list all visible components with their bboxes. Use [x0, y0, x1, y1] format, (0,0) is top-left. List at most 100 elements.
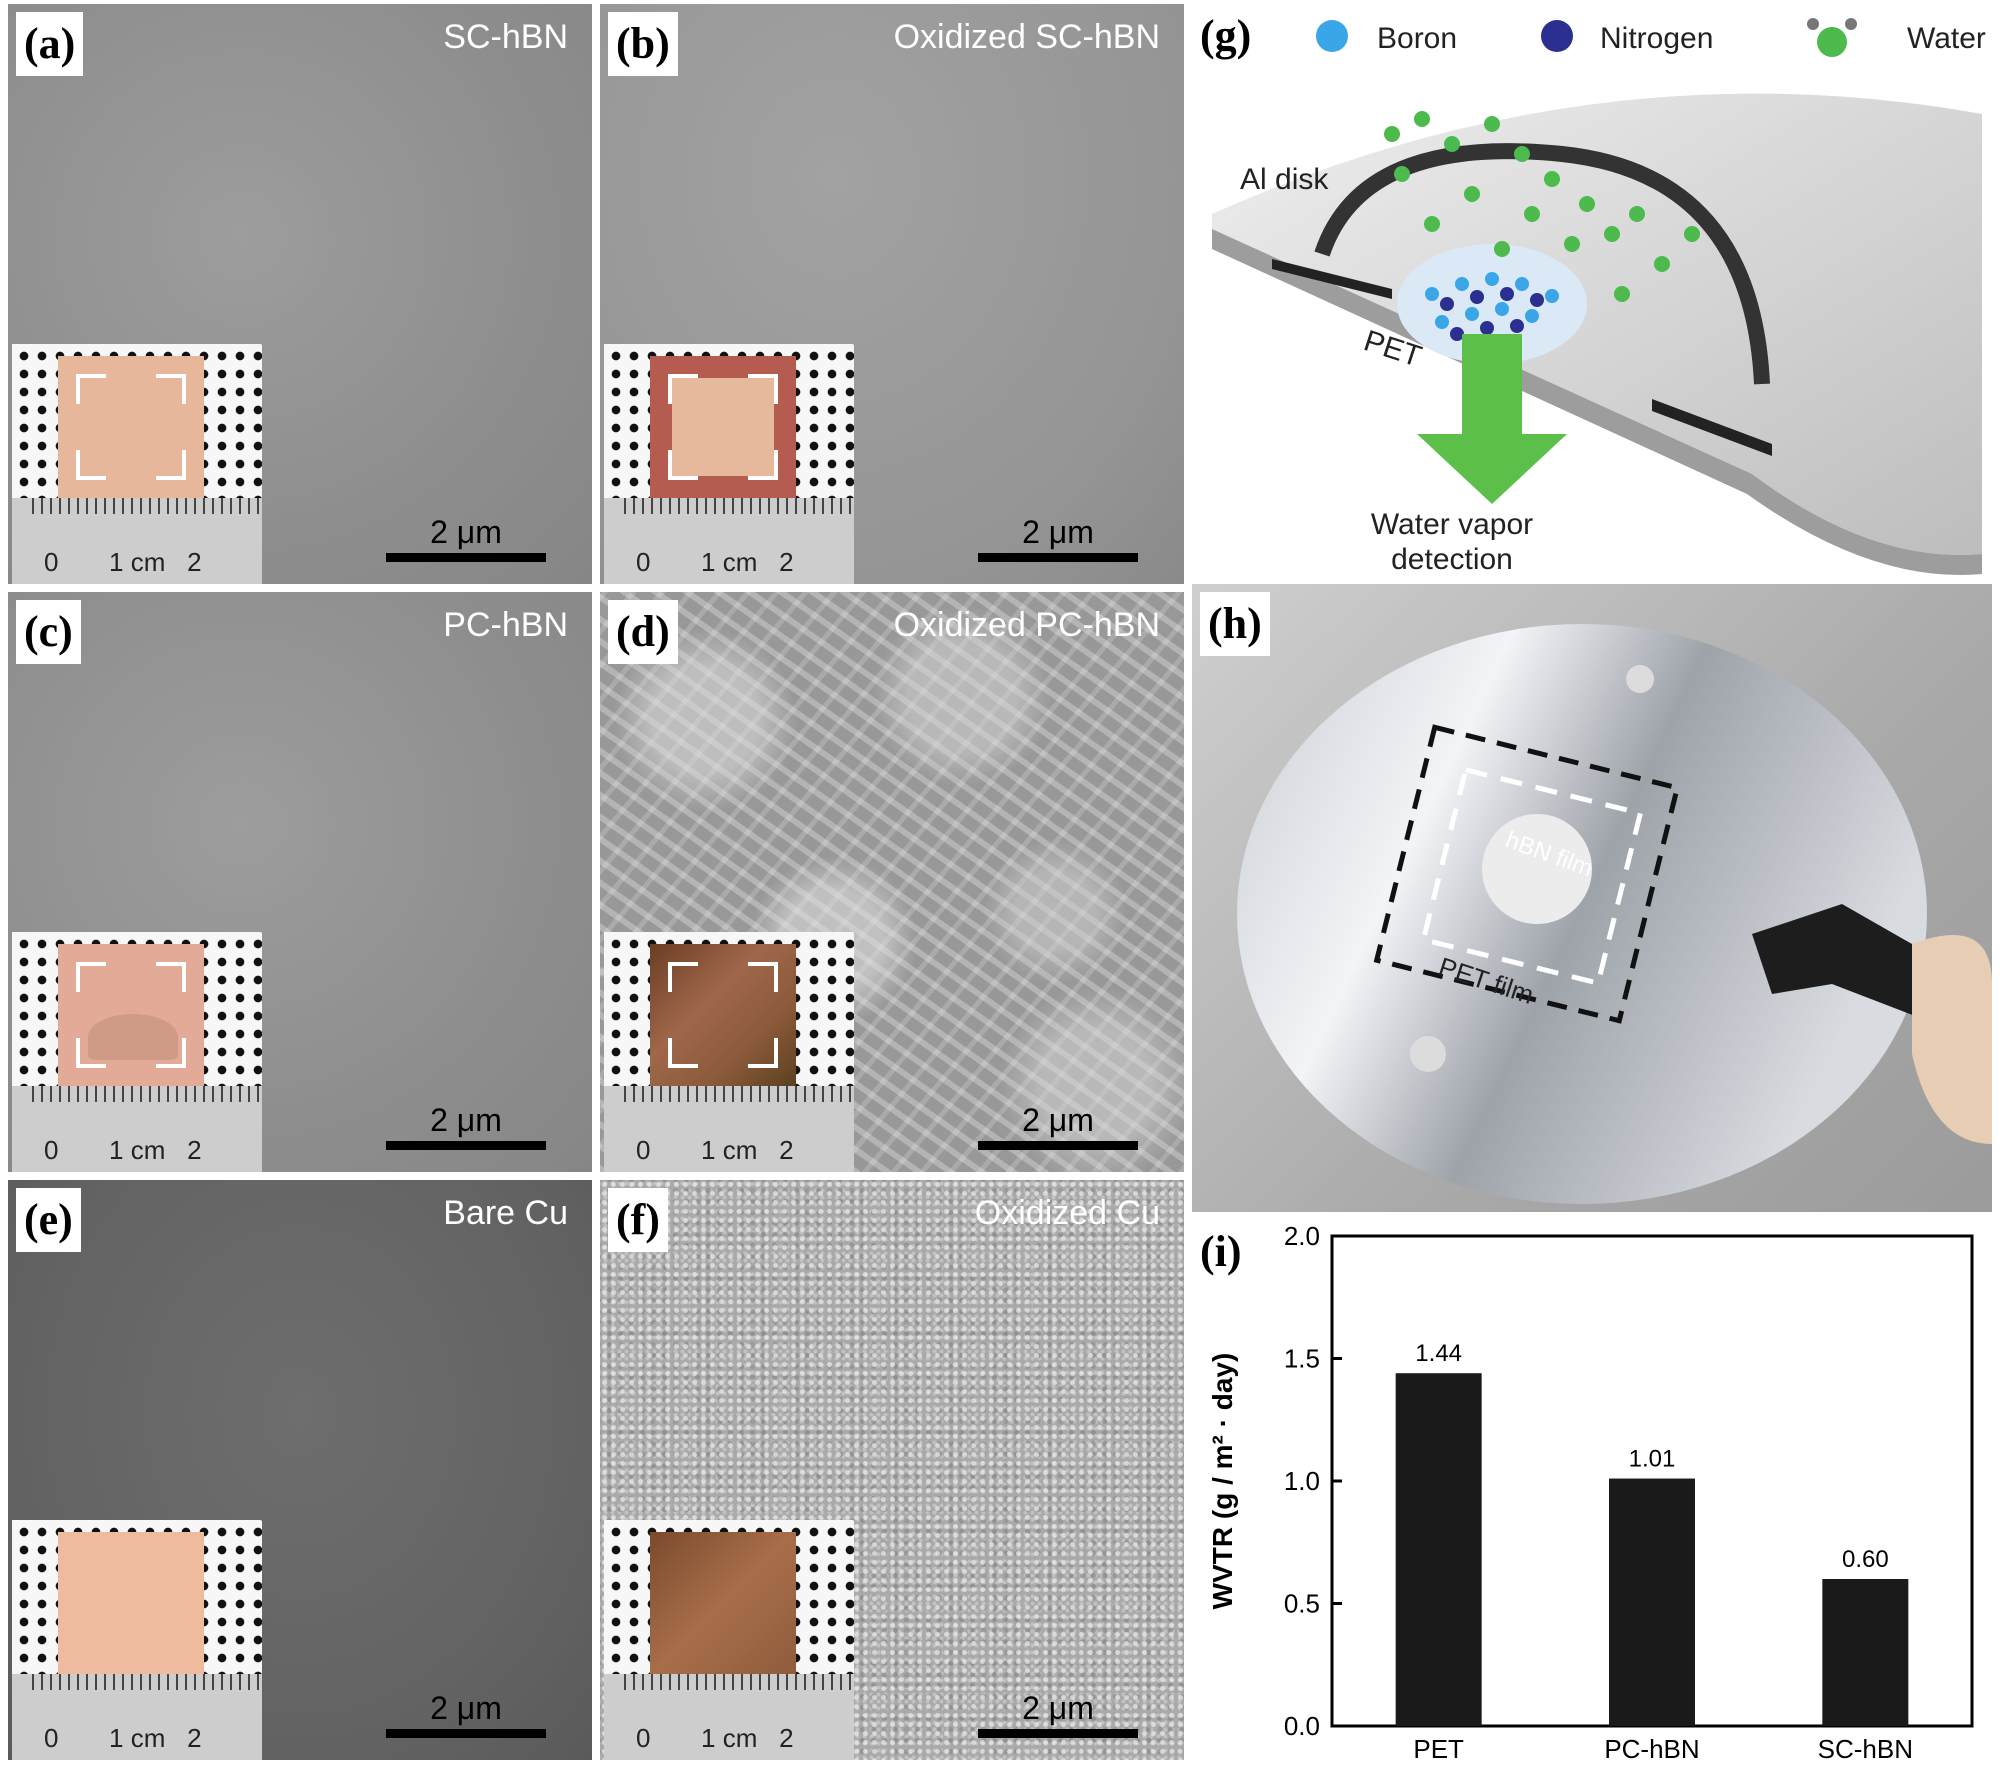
- disk-hole: [1410, 1036, 1446, 1072]
- bracket-corner: [668, 962, 698, 992]
- sample-photo-inset: 0 1 cm 2: [604, 932, 854, 1172]
- x-category-label: PET: [1413, 1734, 1464, 1764]
- pet-strip-left: [1272, 259, 1392, 299]
- ruler-labels: 0 1 cm 2: [636, 1723, 794, 1753]
- hbn-region-outline: [1420, 766, 1644, 987]
- bracket-corner: [76, 450, 106, 480]
- panel-title: Oxidized SC-hBN: [893, 18, 1160, 56]
- panel-b: (b) Oxidized SC-hBN 0 1 cm 2 2 μm: [600, 4, 1184, 584]
- scale-bar-label: 2 μm: [1022, 1102, 1094, 1138]
- bracket-corner: [76, 1038, 106, 1068]
- pet-strip-right: [1652, 399, 1772, 456]
- ruler: 0 1 cm 2: [604, 1674, 854, 1760]
- x-category-label: SC-hBN: [1818, 1734, 1913, 1764]
- bar-value-label: 1.01: [1629, 1446, 1676, 1473]
- panel-letter: (c): [16, 600, 81, 664]
- water-vapor-arrow: [1417, 334, 1567, 504]
- scale-bar: 2 μm: [978, 1103, 1138, 1150]
- y-tick-label: 1.0: [1284, 1466, 1320, 1496]
- panel-title: Oxidized PC-hBN: [893, 606, 1160, 644]
- panel-title: Bare Cu: [443, 1194, 568, 1232]
- panel-letter: (h): [1200, 592, 1270, 656]
- y-tick-label: 2.0: [1284, 1221, 1320, 1251]
- panel-g: (g) Boron Nitrogen Water: [1192, 4, 1998, 576]
- panel-letter: (e): [16, 1188, 81, 1252]
- scale-bar: 2 μm: [386, 1691, 546, 1738]
- sample-photo-inset: 0 1 cm 2: [604, 1520, 854, 1760]
- scale-bar-label: 2 μm: [1022, 514, 1094, 550]
- bracket-corner: [748, 1038, 778, 1068]
- bar-sc-hbn: [1822, 1579, 1909, 1726]
- panel-letter: (d): [608, 600, 678, 664]
- scale-bar: 2 μm: [978, 1691, 1138, 1738]
- panel-d: (d) Oxidized PC-hBN 0 1 cm 2 2 μm: [600, 592, 1184, 1172]
- boron-legend-icon: [1316, 20, 1348, 52]
- bracket-corner: [668, 450, 698, 480]
- panel-letter: (a): [16, 12, 84, 76]
- panel-title: SC-hBN: [443, 18, 568, 56]
- panel-a: (a) SC-hBN 0 1 cm 2 2 μm: [8, 4, 592, 584]
- ruler: 0 1 cm 2: [604, 1086, 854, 1172]
- ruler-labels: 0 1 cm 2: [44, 547, 202, 577]
- panel-e: (e) Bare Cu 0 1 cm 2 2 μm: [8, 1180, 592, 1760]
- scale-bar-line: [386, 553, 546, 562]
- scale-bar-label: 2 μm: [430, 1690, 502, 1726]
- panel-letter: (b): [608, 12, 678, 76]
- scale-bar-line: [978, 1729, 1138, 1738]
- al-disk-photo: hBN film PET film: [1237, 624, 1992, 1204]
- bracket-corner: [76, 962, 106, 992]
- detection-label-line1: Water vapor: [1371, 508, 1533, 541]
- sample-inner-region: [672, 378, 774, 476]
- sample-photo-inset: 0 1 cm 2: [12, 344, 262, 584]
- sample-square: [650, 944, 796, 1086]
- al-disk-shape: [1212, 93, 1982, 555]
- ruler: 0 1 cm 2: [12, 1674, 262, 1760]
- sample-square: [650, 356, 796, 498]
- bracket-corner: [748, 962, 778, 992]
- bracket-corner: [156, 450, 186, 480]
- bar-value-label: 1.44: [1415, 1340, 1462, 1367]
- bar-value-label: 0.60: [1842, 1546, 1889, 1573]
- sample-ring: [1314, 143, 1770, 385]
- sample-photo-inset: 0 1 cm 2: [12, 932, 262, 1172]
- scale-bar-label: 2 μm: [1022, 1690, 1094, 1726]
- pet-film-outline: [1373, 724, 1681, 1024]
- hand: [1912, 935, 1992, 1144]
- sample-photo-inset: 0 1 cm 2: [12, 1520, 262, 1760]
- scale-bar-line: [978, 1141, 1138, 1150]
- panel-letter: (i): [1192, 1220, 1250, 1284]
- panel-letter: (f): [608, 1188, 668, 1252]
- ruler-labels: 0 1 cm 2: [44, 1135, 202, 1165]
- bar-pc-hbn: [1609, 1478, 1695, 1726]
- panel-title: PC-hBN: [443, 606, 568, 644]
- sample-defect-region: [88, 1014, 178, 1060]
- scale-bar: 2 μm: [386, 515, 546, 562]
- ruler: 0 1 cm 2: [12, 498, 262, 584]
- ruler-labels: 0 1 cm 2: [636, 547, 794, 577]
- panel-h: (h) hBN film PET film: [1192, 584, 1992, 1212]
- y-axis-label: WVTR (g / m² · day): [1207, 1353, 1238, 1610]
- water-molecules: [1384, 111, 1700, 302]
- panel-title: Oxidized Cu: [974, 1194, 1160, 1232]
- water-legend-icon: [1807, 18, 1857, 57]
- scale-bar-label: 2 μm: [430, 1102, 502, 1138]
- x-category-label: PC-hBN: [1604, 1734, 1699, 1764]
- disk-hole: [1626, 665, 1654, 693]
- ruler: 0 1 cm 2: [12, 1086, 262, 1172]
- sample-square: [58, 1532, 204, 1674]
- bracket-corner: [156, 374, 186, 404]
- bracket-corner: [668, 1038, 698, 1068]
- y-tick-label: 0.5: [1284, 1589, 1320, 1619]
- bar-pet: [1395, 1373, 1482, 1726]
- bracket-corner: [748, 450, 778, 480]
- panel-f: (f) Oxidized Cu 0 1 cm 2 2 μm: [600, 1180, 1184, 1760]
- bracket-corner: [76, 374, 106, 404]
- scale-bar-label: 2 μm: [430, 514, 502, 550]
- hbn-lattice: [1397, 244, 1587, 364]
- detection-label-line2: detection: [1391, 543, 1513, 576]
- bracket-corner: [668, 374, 698, 404]
- legend-water-label: Water: [1907, 22, 1986, 55]
- legend-nitrogen-label: Nitrogen: [1600, 22, 1713, 55]
- scale-bar-line: [978, 553, 1138, 562]
- nitrogen-legend-icon: [1541, 20, 1573, 52]
